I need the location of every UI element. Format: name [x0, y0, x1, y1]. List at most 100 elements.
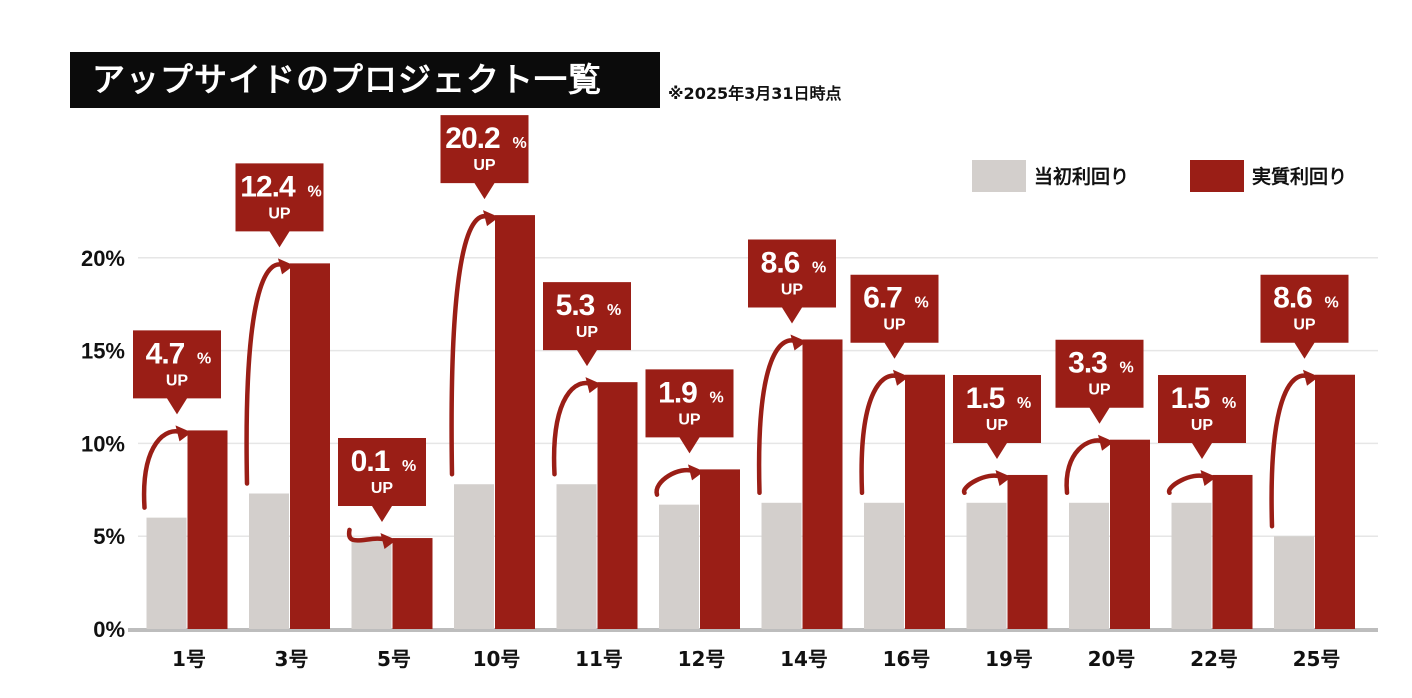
- increase-up-label: UP: [781, 281, 804, 298]
- bar-actual: [700, 469, 740, 629]
- bar-initial: [1171, 502, 1212, 629]
- increase-up-label: UP: [371, 480, 394, 497]
- y-tick-label: 20%: [81, 246, 125, 271]
- page-title: アップサイドのプロジェクト一覧: [70, 52, 660, 108]
- increase-unit: %: [915, 295, 929, 312]
- increase-up-label: UP: [678, 411, 701, 428]
- increase-value: 1.5: [1171, 382, 1210, 415]
- increase-value: 12.4: [240, 170, 296, 203]
- increase-value: 6.7: [863, 282, 902, 315]
- bar-actual: [597, 382, 638, 629]
- arrow-head: [995, 469, 1012, 486]
- arrow-head: [1098, 434, 1114, 451]
- increase-up-label: UP: [268, 205, 291, 222]
- increase-value: 1.5: [966, 382, 1005, 415]
- increase-unit: %: [1325, 295, 1339, 312]
- increase-value: 5.3: [556, 289, 595, 322]
- arrow-head: [585, 377, 602, 394]
- increase-up-label: UP: [166, 372, 189, 389]
- x-tick-label: 16号: [883, 647, 931, 671]
- increase-unit: %: [812, 259, 826, 276]
- x-tick-label: 5号: [377, 647, 411, 671]
- increase-unit: %: [402, 458, 416, 475]
- increase-badge: [543, 282, 631, 367]
- x-tick-label: 10号: [473, 647, 521, 671]
- increase-value: 1.9: [658, 376, 697, 409]
- increase-badge: [1158, 374, 1246, 459]
- increase-badge: [133, 330, 221, 415]
- arrow-head: [278, 258, 294, 275]
- bar-initial: [864, 502, 904, 629]
- bar-initial: [1274, 536, 1314, 629]
- arrow-head: [1303, 369, 1319, 386]
- bar-initial: [966, 502, 1007, 629]
- x-tick-label: 12号: [678, 647, 726, 671]
- increase-unit: %: [607, 302, 621, 319]
- increase-badge: [850, 274, 939, 359]
- legend: 当初利回り 実質利回り: [972, 160, 1347, 192]
- increase-arrow: [244, 262, 287, 486]
- bar-actual: [392, 538, 433, 629]
- bar-actual: [290, 263, 330, 629]
- increase-unit: %: [197, 350, 211, 367]
- increase-unit: %: [1120, 360, 1134, 377]
- bar-actual: [1110, 439, 1150, 629]
- increase-badge: [953, 374, 1041, 459]
- increase-arrow: [141, 429, 184, 510]
- increase-arrow: [1064, 438, 1107, 496]
- bar-actual: [495, 215, 535, 629]
- bar-actual: [905, 374, 945, 629]
- bar-actual: [1212, 474, 1253, 629]
- increase-up-label: UP: [1191, 417, 1214, 434]
- increase-badge: [338, 438, 426, 523]
- legend-label-initial: 当初利回り: [1034, 165, 1129, 188]
- y-tick-label: 10%: [81, 431, 125, 456]
- x-tick-label: 25号: [1293, 647, 1341, 671]
- increase-up-label: UP: [576, 324, 599, 341]
- x-tick-label: 11号: [575, 647, 623, 671]
- increase-badge: [645, 369, 734, 454]
- legend-swatch-initial: [972, 160, 1026, 192]
- bar-actual: [1315, 374, 1355, 629]
- increase-arrow: [449, 213, 492, 477]
- arrow-head: [483, 210, 499, 227]
- increase-arrow: [346, 527, 389, 543]
- increase-value: 8.6: [1273, 282, 1312, 315]
- arrow-head: [1200, 469, 1217, 486]
- increase-arrow: [1269, 373, 1312, 529]
- increase-badge: [748, 239, 836, 324]
- increase-arrow: [654, 467, 697, 497]
- arrow-head: [790, 334, 807, 351]
- as-of-note: ※2025年3月31日時点: [668, 84, 842, 103]
- increase-up-label: UP: [986, 417, 1009, 434]
- y-tick-label: 0%: [93, 617, 125, 642]
- arrow-head: [893, 369, 909, 386]
- increase-arrow: [551, 380, 594, 477]
- legend-swatch-actual: [1190, 160, 1244, 192]
- increase-badge: [1055, 339, 1144, 424]
- increase-value: 0.1: [351, 445, 390, 478]
- increase-unit: %: [308, 183, 322, 200]
- increase-unit: %: [1017, 395, 1031, 412]
- arrow-head: [175, 425, 192, 442]
- increase-badge: [1260, 274, 1349, 359]
- x-tick-label: 20号: [1088, 647, 1136, 671]
- bar-initial: [351, 539, 392, 629]
- x-tick-label: 3号: [275, 647, 309, 671]
- x-tick-label: 1号: [172, 647, 206, 671]
- arrow-head: [688, 464, 704, 481]
- increase-up-label: UP: [883, 317, 906, 334]
- legend-label-actual: 実質利回り: [1252, 165, 1347, 188]
- bar-initial: [659, 504, 699, 629]
- bar-actual: [1007, 474, 1048, 629]
- increase-badge: [440, 115, 529, 200]
- increase-unit: %: [1222, 395, 1236, 412]
- increase-up-label: UP: [1293, 317, 1316, 334]
- x-tick-label: 14号: [780, 647, 828, 671]
- increase-arrow: [962, 473, 1004, 496]
- increase-unit: %: [513, 135, 527, 152]
- increase-value: 8.6: [761, 246, 800, 279]
- bar-initial: [1069, 502, 1109, 629]
- increase-arrow: [1167, 473, 1209, 496]
